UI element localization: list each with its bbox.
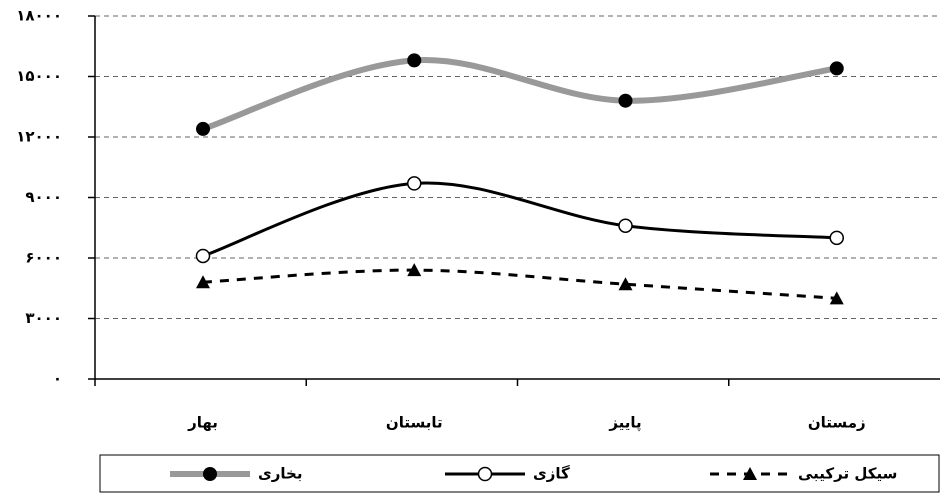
y-tick-label: ۰ bbox=[53, 370, 62, 388]
point bbox=[407, 176, 422, 191]
point bbox=[829, 61, 844, 76]
x-tick-label: پاییز bbox=[608, 414, 641, 433]
series-line bbox=[202, 57, 838, 132]
legend-label: بخاری bbox=[258, 465, 302, 483]
series-line bbox=[202, 268, 837, 300]
legend-label: گازی bbox=[533, 465, 570, 483]
point bbox=[196, 121, 210, 136]
point bbox=[195, 248, 211, 264]
point bbox=[618, 93, 633, 108]
legend-marker bbox=[477, 466, 493, 482]
x-tick-label: تابستان bbox=[386, 414, 443, 432]
point bbox=[618, 218, 633, 233]
y-tick-label: ۱۵۰۰۰ bbox=[16, 67, 62, 85]
x-tick-label: بهار bbox=[187, 414, 218, 432]
point bbox=[196, 275, 210, 289]
point bbox=[829, 230, 844, 246]
point bbox=[407, 53, 422, 68]
point bbox=[829, 291, 844, 305]
y-tick-label: ۹۰۰۰ bbox=[25, 188, 62, 206]
point bbox=[407, 263, 422, 277]
x-tick-label: زمستان bbox=[808, 414, 866, 432]
y-tick-label: ۶۰۰۰ bbox=[25, 249, 62, 267]
y-tick-label: ۱۲۰۰۰ bbox=[16, 128, 62, 146]
y-tick-label: ۱۸۰۰۰ bbox=[16, 7, 62, 25]
legend-marker bbox=[203, 467, 217, 481]
legend-marker bbox=[743, 467, 757, 480]
point bbox=[618, 277, 633, 291]
legend-label: سیکل ترکیبی bbox=[798, 465, 897, 483]
series-line bbox=[202, 181, 837, 258]
y-tick-label: ۳۰۰۰ bbox=[25, 309, 62, 327]
